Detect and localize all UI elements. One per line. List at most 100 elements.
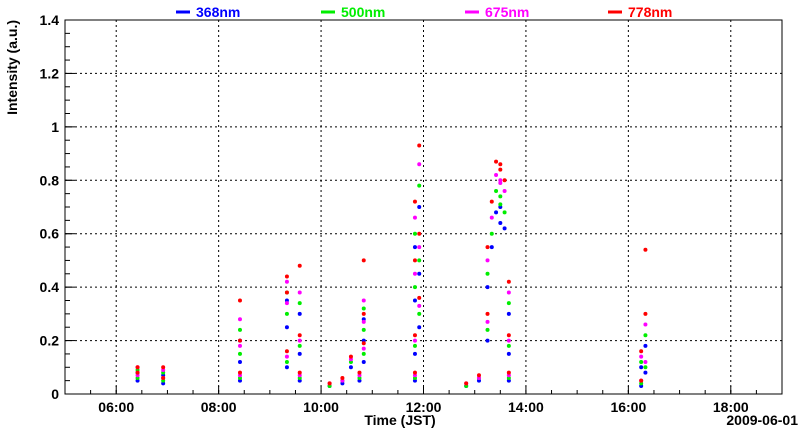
y-tick-label: 1.4 <box>40 12 60 28</box>
data-point-500nm <box>506 343 511 348</box>
data-point-675nm <box>498 178 503 183</box>
data-point-368nm <box>284 365 289 370</box>
data-point-675nm <box>639 354 644 359</box>
data-point-778nm <box>357 370 362 375</box>
data-point-675nm <box>361 346 366 351</box>
data-point-675nm <box>412 338 417 343</box>
data-point-368nm <box>417 205 422 209</box>
data-point-368nm <box>361 359 366 364</box>
x-tick-label: 18:00 <box>713 399 749 415</box>
x-tick-label: 12:00 <box>406 399 442 415</box>
legend-label: 675nm <box>485 4 529 20</box>
data-point-675nm <box>412 271 417 276</box>
data-point-778nm <box>135 370 140 375</box>
data-point-368nm <box>485 338 490 343</box>
data-point-675nm <box>284 279 289 284</box>
data-point-778nm <box>417 295 422 300</box>
data-point-778nm <box>297 333 302 338</box>
data-point-500nm <box>284 311 289 316</box>
data-point-778nm <box>485 311 490 316</box>
data-point-368nm <box>412 245 417 250</box>
data-point-778nm <box>498 167 503 172</box>
data-point-500nm <box>237 351 242 356</box>
data-point-675nm <box>361 298 366 303</box>
data-point-368nm <box>643 370 648 375</box>
data-point-368nm <box>643 343 648 348</box>
data-point-368nm <box>502 226 507 231</box>
y-tick-label: 1 <box>51 119 59 135</box>
data-point-500nm <box>498 202 503 207</box>
data-point-675nm <box>237 317 242 322</box>
data-point-778nm <box>361 341 366 346</box>
data-point-500nm <box>237 327 242 332</box>
data-point-500nm <box>643 365 648 370</box>
data-point-778nm <box>161 375 166 380</box>
data-point-675nm <box>297 338 302 343</box>
y-axis-title: Intensity (a.u.) <box>4 20 20 115</box>
data-point-778nm <box>284 274 289 279</box>
data-point-368nm <box>506 311 511 316</box>
data-point-675nm <box>417 162 422 167</box>
data-point-368nm <box>237 359 242 364</box>
legend: 368nm 500nm 675nm 778nm <box>176 4 672 20</box>
data-point-675nm <box>506 290 511 295</box>
data-point-778nm <box>412 258 417 263</box>
data-point-778nm <box>643 247 648 252</box>
data-point-500nm <box>297 343 302 348</box>
x-tick-label: 10:00 <box>303 399 339 415</box>
data-point-778nm <box>417 143 422 148</box>
data-point-778nm <box>489 199 494 204</box>
data-point-500nm <box>506 301 511 306</box>
data-point-368nm <box>297 351 302 356</box>
data-point-675nm <box>485 319 490 324</box>
data-point-368nm <box>417 325 422 330</box>
data-point-675nm <box>489 215 494 220</box>
y-tick-label: 0.2 <box>40 333 60 349</box>
data-point-778nm <box>502 178 507 183</box>
data-point-500nm <box>498 194 503 199</box>
x-tick-label: 06:00 <box>98 399 134 415</box>
data-point-778nm <box>237 298 242 303</box>
date-label: 2009-06-01 <box>726 412 798 428</box>
data-point-675nm <box>297 290 302 295</box>
data-point-778nm <box>161 365 166 370</box>
data-point-778nm <box>639 349 644 354</box>
data-point-675nm <box>502 188 507 193</box>
data-point-675nm <box>284 301 289 306</box>
data-point-675nm <box>237 343 242 348</box>
data-point-500nm <box>417 183 422 188</box>
y-tick-label: 0.6 <box>40 226 60 242</box>
data-point-368nm <box>284 325 289 330</box>
y-tick-label: 0 <box>51 386 59 402</box>
data-point-778nm <box>327 381 332 386</box>
data-point-500nm <box>639 359 644 364</box>
data-point-368nm <box>412 351 417 356</box>
data-point-500nm <box>485 327 490 332</box>
x-axis-title: Time (JST) <box>364 412 435 428</box>
data-point-778nm <box>506 333 511 338</box>
data-point-675nm <box>417 245 422 250</box>
data-point-675nm <box>506 338 511 343</box>
data-point-778nm <box>340 375 345 380</box>
data-point-500nm <box>417 311 422 316</box>
y-tick-label: 0.4 <box>40 279 60 295</box>
data-point-778nm <box>297 370 302 375</box>
data-point-368nm <box>348 365 353 370</box>
data-point-778nm <box>643 311 648 316</box>
data-point-778nm <box>506 279 511 284</box>
data-point-368nm <box>412 298 417 303</box>
data-point-500nm <box>361 306 366 311</box>
data-point-368nm <box>417 271 422 276</box>
data-point-675nm <box>284 354 289 359</box>
data-point-778nm <box>412 333 417 338</box>
data-point-368nm <box>489 245 494 250</box>
data-point-778nm <box>639 378 644 383</box>
data-point-500nm <box>643 333 648 338</box>
data-point-778nm <box>498 162 503 167</box>
data-point-368nm <box>494 210 499 215</box>
axes: 06:00 08:00 10:00 12:00 14:00 16:00 18:00 0 0.2 0… <box>40 12 783 415</box>
data-point-368nm <box>506 351 511 356</box>
data-point-675nm <box>494 172 499 177</box>
data-point-500nm <box>502 210 507 215</box>
